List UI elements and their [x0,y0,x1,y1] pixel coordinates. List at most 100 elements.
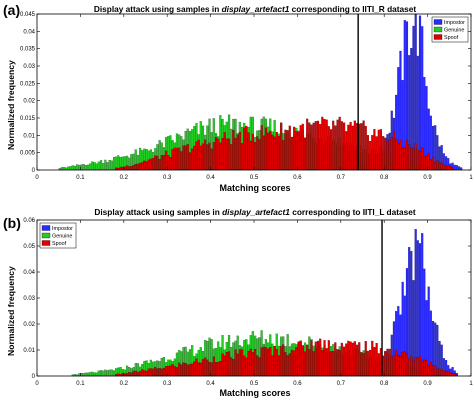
bar-spoof [219,360,222,377]
bar-spoof [262,135,265,171]
bar-spoof [254,349,257,377]
bar-impostor [414,229,417,377]
bar-spoof [316,120,320,171]
bar-spoof [225,138,228,171]
bar-spoof [167,155,170,171]
bar-spoof [366,350,369,377]
bar-spoof [141,369,144,377]
bar-spoof [165,150,168,171]
bar-spoof [134,370,137,377]
bar-spoof [256,136,259,171]
legend-swatch-impostor [41,225,51,231]
bar-spoof [180,364,183,377]
bar-genuine [78,164,81,171]
histogram-plot-a: 0 0.1 0.2 0.3 0.4 0.5 0.6 0.7 0.8 0.9 1 0 0.005 0.01 0… [20,12,473,181]
bar-spoof [197,362,200,377]
bar-spoof [351,342,354,377]
y-tick-label: 0.03 [23,64,35,70]
bar-spoof [221,137,224,171]
bar-spoof [386,348,389,377]
bar-spoof [152,368,155,377]
bar-spoof [338,116,341,171]
bar-genuine [112,157,116,171]
bar-spoof [241,143,244,171]
bar-spoof [314,341,317,377]
bar-spoof [336,119,339,171]
bar-spoof [217,138,220,171]
bar-impostor [453,164,456,171]
bar-spoof [373,347,376,377]
bar-spoof [241,349,244,377]
x-tick-label: 0.3 [163,381,172,387]
bar-spoof [384,352,387,377]
bar-spoof [358,342,361,377]
bar-spoof [277,355,281,377]
bar-spoof [434,365,437,377]
bar-spoof [347,340,350,377]
bar-spoof [338,350,341,377]
bar-spoof [436,368,439,377]
x-tick-label: 0.8 [380,381,389,387]
bar-genuine [102,163,105,171]
bar-impostor [436,324,439,377]
bar-genuine [69,166,72,171]
bar-spoof [399,356,402,377]
bar-spoof [143,160,146,171]
bar-spoof [227,138,231,171]
bar-spoof [178,362,181,377]
bar-spoof [169,157,172,171]
chart-title-b: Display attack using samples in display_… [36,207,474,217]
bar-spoof [193,145,196,171]
bar-genuine [89,163,92,171]
bar-spoof [193,361,196,377]
y-tick-label: 0.045 [20,12,36,18]
legend-label-spoof: Spoof [444,35,459,41]
bar-spoof [416,149,419,171]
bar-spoof [119,166,122,171]
legend-label-impostor: Impostor [52,226,73,232]
x-tick-label: 0.5 [250,175,259,181]
bar-spoof [245,125,248,171]
y-tick-label: 0.015 [20,116,36,122]
x-axis-label-b: Matching scores [219,388,291,398]
bar-spoof [353,120,356,171]
bar-spoof [286,130,289,171]
bar-spoof [191,148,194,171]
bar-spoof [173,366,176,377]
bar-genuine [91,371,94,377]
y-tick-label: 0.035 [20,47,36,53]
bar-spoof [388,139,391,171]
bar-genuine [67,166,70,171]
bar-spoof [329,351,333,377]
bar-spoof [349,122,352,171]
bar-genuine [117,155,120,171]
bar-genuine [86,164,90,171]
bar-spoof [204,357,207,377]
bar-spoof [232,130,235,171]
bar-spoof [414,357,417,377]
bar-spoof [214,136,218,171]
bar-spoof [421,361,424,377]
bar-spoof [238,349,241,377]
bar-spoof [303,137,307,171]
y-tick-label: 0.04 [23,29,35,35]
bar-spoof [369,140,372,171]
bar-spoof [364,341,367,377]
chart-title-b-suffix: corresponding to IITI_L dataset [289,207,416,217]
bar-spoof [321,350,324,377]
bar-genuine [80,164,83,171]
bar-spoof [401,146,404,171]
bar-spoof [275,349,278,377]
bar-spoof [271,134,274,171]
bar-spoof [297,341,300,377]
bar-spoof [286,355,289,377]
bar-spoof [280,122,283,171]
bar-spoof [260,347,263,377]
bar-spoof [156,368,159,377]
bar-spoof [175,147,179,171]
bar-spoof [230,144,233,171]
histogram-plot-b: 0 0.1 0.2 0.3 0.4 0.5 0.6 0.7 0.8 0.9 1 0 0.01 0.02 0.… [23,218,473,387]
bar-spoof [243,355,246,377]
bar-spoof [223,355,226,377]
x-tick-label: 0.2 [120,381,129,387]
